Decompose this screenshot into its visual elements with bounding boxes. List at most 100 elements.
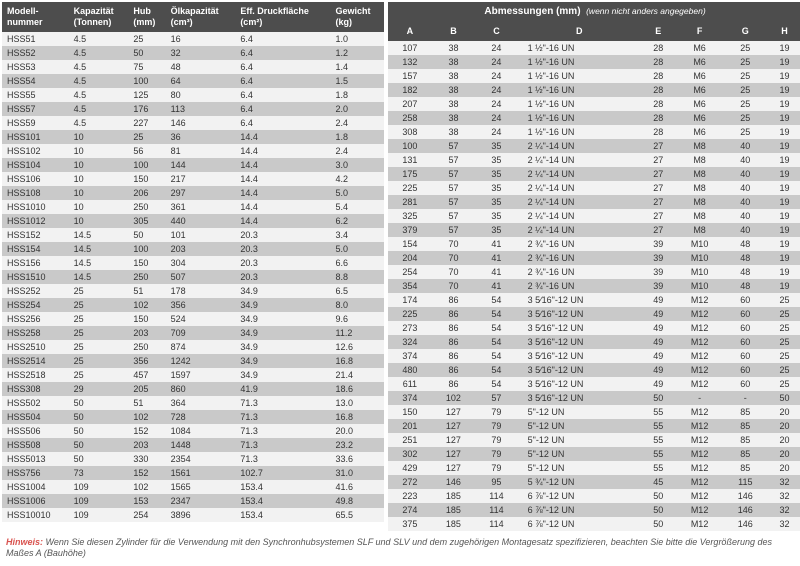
cell: 611 [388, 377, 432, 391]
cell: M10 [676, 279, 724, 293]
cell: 25 [767, 307, 800, 321]
cell: 28 [641, 97, 676, 111]
table-row: 429127795"-12 UN55M128520 [388, 461, 800, 475]
table-row: HSS251425356124234.916.8 [2, 354, 384, 368]
cell: 14.5 [69, 242, 129, 256]
cell: 86 [432, 335, 476, 349]
cell: 6.4 [235, 46, 330, 60]
cell: M12 [676, 489, 724, 503]
dimensions-body: 10738241 ½"-16 UN28M6251913238241 ½"-16 … [388, 41, 800, 531]
table-wrap: Modell-nummerKapazität(Tonnen)Hub(mm)Ölk… [0, 0, 800, 533]
table-row: 25838241 ½"-16 UN28M62519 [388, 111, 800, 125]
cell: HSS756 [2, 466, 69, 480]
cell: 34.9 [235, 340, 330, 354]
table-row: HSS151014.525050720.38.8 [2, 270, 384, 284]
cell: 1084 [166, 424, 236, 438]
cell: HSS57 [2, 102, 69, 116]
cell: 28 [641, 41, 676, 55]
cell: 127 [432, 461, 476, 475]
cell: HSS53 [2, 60, 69, 74]
cell: 79 [475, 433, 517, 447]
cell: 146 [724, 517, 768, 531]
cell: 274 [388, 503, 432, 517]
cell: 4.5 [69, 60, 129, 74]
cell: 25 [724, 97, 768, 111]
cell: 154 [388, 237, 432, 251]
cell: M12 [676, 377, 724, 391]
cell: 29 [69, 382, 129, 396]
cell: 356 [166, 298, 236, 312]
cell: 132 [388, 55, 432, 69]
cell: 152 [128, 424, 165, 438]
cell: M10 [676, 251, 724, 265]
cell: 25 [724, 55, 768, 69]
specs-header-row: Modell-nummerKapazität(Tonnen)Hub(mm)Ölk… [2, 2, 384, 32]
table-row: 22557352 ¼"-14 UN27M84019 [388, 181, 800, 195]
cell: M12 [676, 503, 724, 517]
cell: 203 [128, 326, 165, 340]
specs-panel: Modell-nummerKapazität(Tonnen)Hub(mm)Ölk… [2, 2, 384, 531]
dimensions-title-note: (wenn nicht anders angegeben) [586, 6, 706, 16]
cell: 71.3 [235, 396, 330, 410]
cell: 19 [767, 55, 800, 69]
cell: 2347 [166, 494, 236, 508]
cell: 85 [724, 405, 768, 419]
cell: 507 [166, 270, 236, 284]
table-row: 35470412 ¾"-16 UN39M104819 [388, 279, 800, 293]
cell: 40 [724, 167, 768, 181]
cell: 60 [724, 363, 768, 377]
cell: 86 [432, 377, 476, 391]
cell: 25 [724, 69, 768, 83]
cell: 14.4 [235, 144, 330, 158]
cell: 28 [641, 125, 676, 139]
cell: 57 [432, 209, 476, 223]
cell: 176 [128, 102, 165, 116]
cell: HSS2510 [2, 340, 69, 354]
cell: 19 [767, 167, 800, 181]
table-row: 37957352 ¼"-14 UN27M84019 [388, 223, 800, 237]
cell: 131 [388, 153, 432, 167]
cell: 18.6 [331, 382, 385, 396]
cell: HSS254 [2, 298, 69, 312]
cell: 50 [128, 228, 165, 242]
cell: 55 [641, 461, 676, 475]
cell: 10 [69, 172, 129, 186]
cell: 25 [69, 284, 129, 298]
cell: 2 ¼"-14 UN [518, 153, 641, 167]
cell: 19 [767, 139, 800, 153]
cell: 225 [388, 307, 432, 321]
cell: 75 [128, 60, 165, 74]
table-row: HSS252255117834.96.5 [2, 284, 384, 298]
cell: 25 [69, 312, 129, 326]
cell: 41 [475, 279, 517, 293]
cell: 9.6 [331, 312, 385, 326]
cell: 379 [388, 223, 432, 237]
cell: 5"-12 UN [518, 461, 641, 475]
cell: 2 ¼"-14 UN [518, 181, 641, 195]
table-row: HSS5045010272871.316.8 [2, 410, 384, 424]
cell: 25 [724, 41, 768, 55]
table-row: HSS10210568114.42.4 [2, 144, 384, 158]
cell: 35 [475, 181, 517, 195]
cell: 2.0 [331, 102, 385, 116]
cell: 24 [475, 97, 517, 111]
cell: 60 [724, 335, 768, 349]
cell: 24 [475, 125, 517, 139]
cell: 48 [724, 237, 768, 251]
cell: 27 [641, 195, 676, 209]
cell: 27 [641, 181, 676, 195]
cell: 1 ½"-16 UN [518, 41, 641, 55]
cell: 25 [767, 335, 800, 349]
cell: 174 [388, 293, 432, 307]
cell: 35 [475, 223, 517, 237]
table-row: HSS100101092543896153.465.5 [2, 508, 384, 522]
cell: 250 [128, 200, 165, 214]
table-row: 15738241 ½"-16 UN28M62519 [388, 69, 800, 83]
cell: 10 [69, 158, 129, 172]
cell: 32 [166, 46, 236, 60]
dim-col-A: A [388, 22, 432, 41]
specs-col-1: Kapazität(Tonnen) [69, 2, 129, 32]
cell: M6 [676, 55, 724, 69]
cell: 109 [69, 494, 129, 508]
cell: 95 [475, 475, 517, 489]
